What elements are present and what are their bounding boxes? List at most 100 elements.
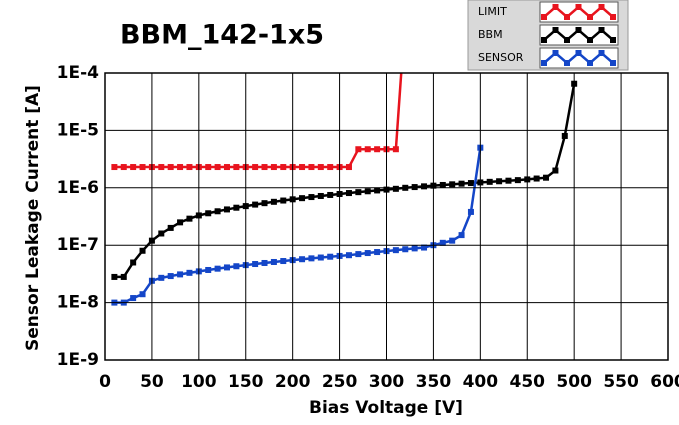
marker xyxy=(130,295,137,302)
marker xyxy=(449,237,456,244)
legend-marker xyxy=(541,14,547,20)
marker xyxy=(252,164,259,171)
marker xyxy=(233,164,240,171)
marker xyxy=(214,265,221,272)
legend-marker xyxy=(610,60,616,66)
marker xyxy=(439,181,446,188)
marker xyxy=(392,146,399,153)
marker xyxy=(299,256,306,263)
legend-label: BBM xyxy=(478,28,503,41)
marker xyxy=(374,187,381,194)
marker xyxy=(120,164,127,171)
x-tick-label: 300 xyxy=(369,372,405,392)
marker xyxy=(299,164,306,171)
marker xyxy=(561,132,568,139)
marker xyxy=(158,230,165,237)
marker xyxy=(458,180,465,187)
marker xyxy=(177,164,184,171)
x-tick-label: 50 xyxy=(140,372,164,392)
legend-label: LIMIT xyxy=(478,5,507,18)
marker xyxy=(533,175,540,182)
marker xyxy=(421,244,428,251)
marker xyxy=(355,189,362,196)
legend-label: SENSOR xyxy=(478,51,524,64)
marker xyxy=(317,192,324,199)
y-tick-label: 1E-9 xyxy=(57,350,99,370)
marker xyxy=(261,164,268,171)
marker xyxy=(308,164,315,171)
marker xyxy=(421,183,428,190)
marker xyxy=(317,254,324,261)
x-tick-label: 350 xyxy=(416,372,452,392)
marker xyxy=(186,269,193,276)
marker xyxy=(177,271,184,278)
marker xyxy=(496,178,503,185)
marker xyxy=(355,251,362,258)
x-tick-label: 250 xyxy=(322,372,358,392)
marker xyxy=(214,164,221,171)
marker xyxy=(374,146,381,153)
marker xyxy=(308,255,315,262)
marker xyxy=(158,274,165,281)
marker xyxy=(158,164,165,171)
legend-marker xyxy=(610,14,616,20)
marker xyxy=(261,259,268,266)
marker xyxy=(139,291,146,298)
marker xyxy=(261,200,268,207)
marker xyxy=(280,197,287,204)
x-tick-label: 200 xyxy=(275,372,311,392)
marker xyxy=(111,273,118,280)
marker xyxy=(552,167,559,174)
legend-marker xyxy=(552,50,559,56)
marker xyxy=(355,146,362,153)
marker xyxy=(177,219,184,226)
marker xyxy=(345,190,352,197)
marker xyxy=(392,185,399,192)
marker xyxy=(130,164,137,171)
x-tick-label: 100 xyxy=(181,372,217,392)
legend-marker xyxy=(598,50,605,56)
marker xyxy=(327,191,334,198)
marker xyxy=(214,208,221,215)
marker xyxy=(167,224,174,231)
marker xyxy=(205,210,212,217)
marker xyxy=(411,245,418,252)
marker xyxy=(458,232,465,239)
marker xyxy=(392,247,399,254)
x-tick-label: 600 xyxy=(650,372,679,392)
legend-marker xyxy=(541,60,547,66)
legend-marker xyxy=(564,60,570,66)
marker xyxy=(308,194,315,201)
series-line xyxy=(114,147,482,304)
marker xyxy=(223,206,230,213)
legend-marker xyxy=(575,4,582,10)
legend-marker xyxy=(587,14,593,20)
marker xyxy=(364,146,371,153)
marker xyxy=(270,198,277,205)
x-axis-label: Bias Voltage [V] xyxy=(309,398,463,418)
marker xyxy=(223,164,230,171)
marker xyxy=(299,195,306,202)
marker xyxy=(364,250,371,257)
marker xyxy=(252,261,259,268)
marker xyxy=(449,181,456,188)
marker xyxy=(345,252,352,259)
y-tick-label: 1E-5 xyxy=(57,120,99,140)
legend-marker xyxy=(598,4,605,10)
marker xyxy=(402,246,409,253)
marker xyxy=(270,258,277,265)
y-tick-label: 1E-8 xyxy=(57,293,99,313)
marker xyxy=(205,164,212,171)
marker xyxy=(233,204,240,211)
marker xyxy=(317,164,324,171)
legend-marker xyxy=(541,37,547,43)
legend-marker xyxy=(564,14,570,20)
plot-frame xyxy=(104,72,669,361)
marker xyxy=(327,253,334,260)
legend-marker xyxy=(564,37,570,43)
legend-marker xyxy=(610,37,616,43)
marker xyxy=(186,164,193,171)
marker xyxy=(439,239,446,246)
marker xyxy=(280,258,287,265)
